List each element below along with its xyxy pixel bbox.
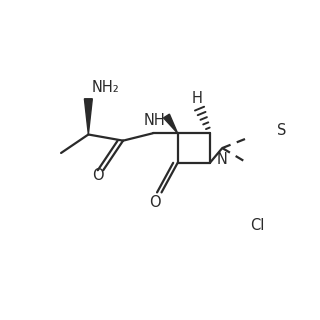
Text: H: H: [192, 91, 203, 106]
Polygon shape: [164, 114, 178, 133]
Text: Cl: Cl: [250, 218, 264, 233]
Text: S: S: [277, 123, 286, 138]
Text: NH₂: NH₂: [92, 80, 120, 95]
Text: O: O: [149, 195, 161, 210]
Text: NH: NH: [143, 113, 165, 128]
Text: N: N: [217, 152, 228, 167]
Polygon shape: [84, 99, 92, 134]
Text: O: O: [92, 168, 104, 183]
